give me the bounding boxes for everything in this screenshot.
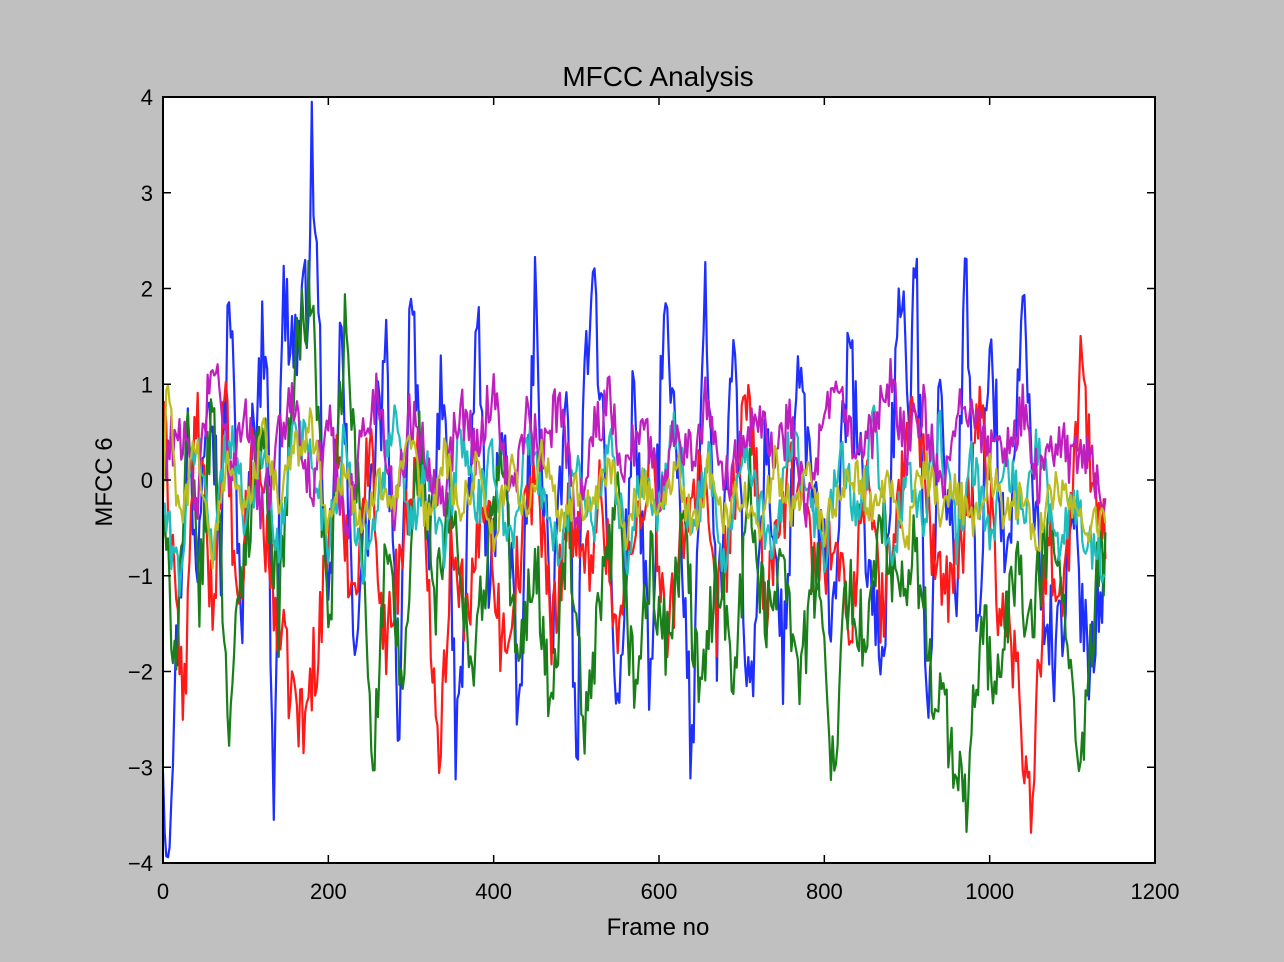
y-tick-label: 1 bbox=[141, 372, 153, 397]
series-line-6 bbox=[163, 383, 1107, 570]
x-tick-label: 1000 bbox=[965, 879, 1014, 904]
x-tick-label: 800 bbox=[806, 879, 843, 904]
x-tick-label: 600 bbox=[641, 879, 678, 904]
y-tick-label: 4 bbox=[141, 85, 153, 110]
series-group bbox=[163, 100, 1107, 859]
series-line-3 bbox=[163, 259, 1107, 833]
x-tick-label: 200 bbox=[310, 879, 347, 904]
y-tick-label: −1 bbox=[128, 564, 153, 589]
chart-title: MFCC Analysis bbox=[562, 61, 753, 92]
x-tick-label: 1200 bbox=[1131, 879, 1180, 904]
y-tick-label: 0 bbox=[141, 468, 153, 493]
y-tick-label: −3 bbox=[128, 755, 153, 780]
series-line-2 bbox=[163, 334, 1107, 834]
x-tick-label: 0 bbox=[157, 879, 169, 904]
axes: 0 200 400 600 800 1000 1200 −4 −3 −2 −1 0 1 2 3 4 bbox=[128, 85, 1180, 904]
series-line-5 bbox=[163, 357, 1107, 540]
y-tick-label: −4 bbox=[128, 851, 153, 876]
x-axis-label: Frame no bbox=[607, 914, 710, 941]
y-tick-label: −2 bbox=[128, 660, 153, 685]
x-tick-label: 400 bbox=[475, 879, 512, 904]
y-tick-label: 3 bbox=[141, 181, 153, 206]
y-axis-label: MFCC 6 bbox=[91, 437, 118, 526]
y-tick-label: 2 bbox=[141, 277, 153, 302]
series-line-1 bbox=[163, 100, 1106, 859]
